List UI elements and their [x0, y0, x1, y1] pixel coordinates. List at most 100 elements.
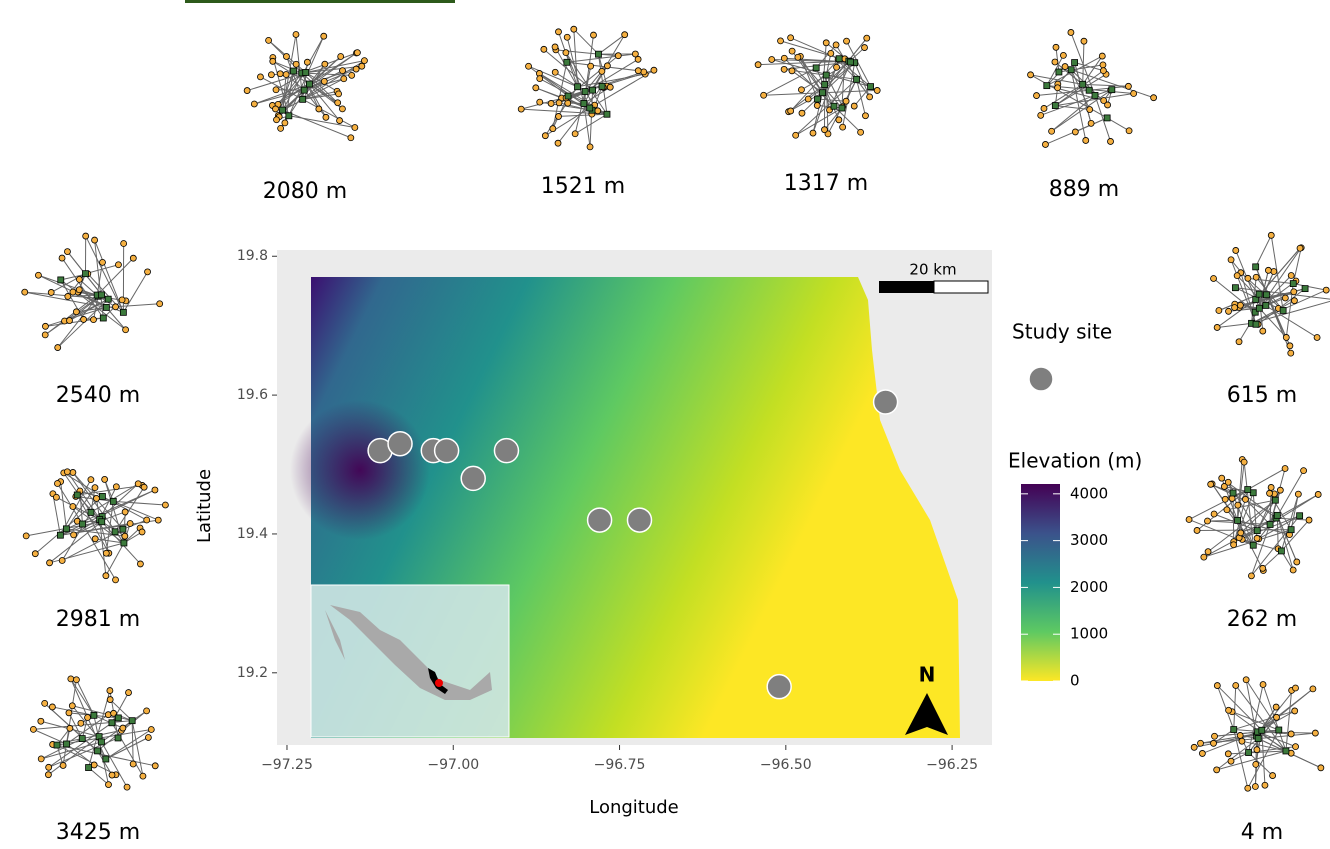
network-node [137, 561, 143, 567]
network-node [335, 100, 341, 106]
network-node [607, 84, 613, 90]
network-node [73, 677, 79, 683]
network-node [76, 287, 82, 293]
network-node [595, 108, 601, 114]
network-node [1283, 334, 1289, 340]
study-site [874, 390, 898, 414]
network-node [144, 517, 150, 523]
network-node [1287, 343, 1293, 349]
network-node [552, 69, 558, 75]
network-node [1277, 487, 1283, 493]
network-node [361, 58, 367, 64]
network-hub [1276, 727, 1282, 733]
network-hub [836, 56, 842, 62]
network-hub [820, 90, 826, 96]
network-node [833, 42, 839, 48]
network-hub [1259, 727, 1265, 733]
network-node [858, 129, 864, 135]
network-node [67, 725, 73, 731]
network-node [157, 301, 163, 307]
network-label: 2540 m [56, 383, 140, 408]
network-node [38, 756, 44, 762]
network-node [1312, 730, 1318, 736]
network-hub [98, 739, 104, 745]
network-node [788, 35, 794, 41]
network-node [526, 63, 532, 69]
network-node [615, 53, 621, 59]
network-node [537, 99, 543, 105]
network-node [556, 100, 562, 106]
network-node [354, 50, 360, 56]
network-hub [103, 756, 109, 762]
network-node [139, 529, 145, 535]
network-node [336, 91, 342, 97]
network-node [23, 533, 29, 539]
network-hub [1280, 307, 1286, 313]
network-hub [1232, 285, 1238, 291]
network-node [1214, 683, 1220, 689]
network-node [338, 54, 344, 60]
network-node [810, 130, 816, 136]
network-node [1125, 83, 1131, 89]
network-node [282, 120, 288, 126]
network-hub [587, 105, 593, 111]
network-node [851, 103, 857, 109]
study-site [588, 508, 612, 532]
network-hub [831, 103, 837, 109]
network-node [1288, 350, 1294, 356]
network-node [572, 131, 578, 137]
network-hub [1256, 305, 1262, 311]
network-node [862, 113, 868, 119]
network-node [844, 38, 850, 44]
network-node [1222, 496, 1228, 502]
network-node [64, 249, 70, 255]
network-node [69, 703, 75, 709]
network-node [42, 332, 48, 338]
network-hub [129, 718, 135, 724]
study-site [388, 432, 412, 456]
network-node [64, 469, 70, 475]
network-node [321, 78, 327, 84]
colorbar-tick-label: 0 [1070, 672, 1080, 690]
network-node [1295, 491, 1301, 497]
network-edge [1217, 686, 1233, 730]
network-node [1219, 475, 1225, 481]
network-edge [33, 729, 66, 744]
network-node [59, 558, 65, 564]
legend-key [1029, 367, 1053, 391]
network-node [1301, 468, 1307, 474]
network-hub [57, 532, 63, 538]
network-hub [565, 93, 571, 99]
network-hub [112, 529, 118, 535]
network-hub [1092, 92, 1098, 98]
network-node [353, 66, 359, 72]
network-node [1288, 731, 1294, 737]
network-hub [88, 509, 94, 515]
network-node [867, 94, 873, 100]
network-node [152, 487, 158, 493]
network-hub [120, 526, 126, 532]
network-hub [1245, 487, 1251, 493]
network-node [278, 125, 284, 131]
y-tick-label: 19.4 [237, 526, 268, 542]
network-edge [826, 75, 842, 107]
network-hub [1255, 736, 1261, 742]
network-hub [575, 84, 581, 90]
network-node [588, 63, 594, 69]
study-site [435, 439, 459, 463]
network-node [761, 92, 767, 98]
network-hub [303, 69, 309, 75]
network-node [85, 714, 91, 720]
network-node [590, 32, 596, 38]
network-node [1198, 740, 1204, 746]
network-hub [823, 72, 829, 78]
study-site [627, 508, 651, 532]
network-hub [91, 712, 97, 718]
network-node [70, 503, 76, 509]
network-node [1237, 732, 1243, 738]
network-node [67, 318, 73, 324]
network-node [1268, 484, 1274, 490]
y-axis-title: Latitude [194, 469, 215, 543]
network-node [141, 484, 147, 490]
network-node [1310, 686, 1316, 692]
